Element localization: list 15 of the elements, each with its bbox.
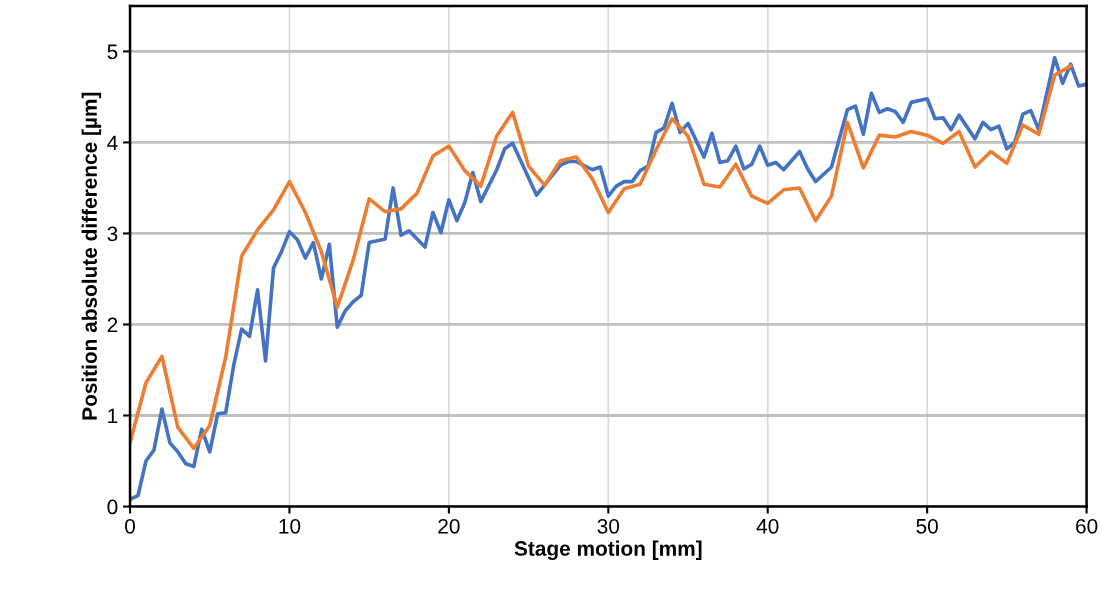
- y-tick-label: 0: [107, 499, 118, 515]
- y-axis-title: Position absolute difference [µm]: [81, 92, 102, 420]
- x-tick-label: 60: [1076, 518, 1098, 534]
- x-tick-label: 10: [279, 518, 301, 534]
- y-tick-label: 5: [107, 44, 118, 60]
- x-tick-label: 20: [438, 518, 460, 534]
- x-tick-label: 0: [125, 518, 136, 534]
- y-tick-label: 1: [108, 408, 118, 424]
- y-tick-label: 3: [107, 226, 118, 242]
- x-axis-title: Stage motion [mm]: [514, 540, 702, 561]
- y-tick-label: 2: [107, 317, 118, 333]
- y-tick-label: 4: [107, 135, 118, 150]
- x-tick-label: 40: [756, 518, 779, 534]
- x-tick-label: 50: [916, 518, 938, 534]
- x-tick-label: 30: [597, 518, 620, 534]
